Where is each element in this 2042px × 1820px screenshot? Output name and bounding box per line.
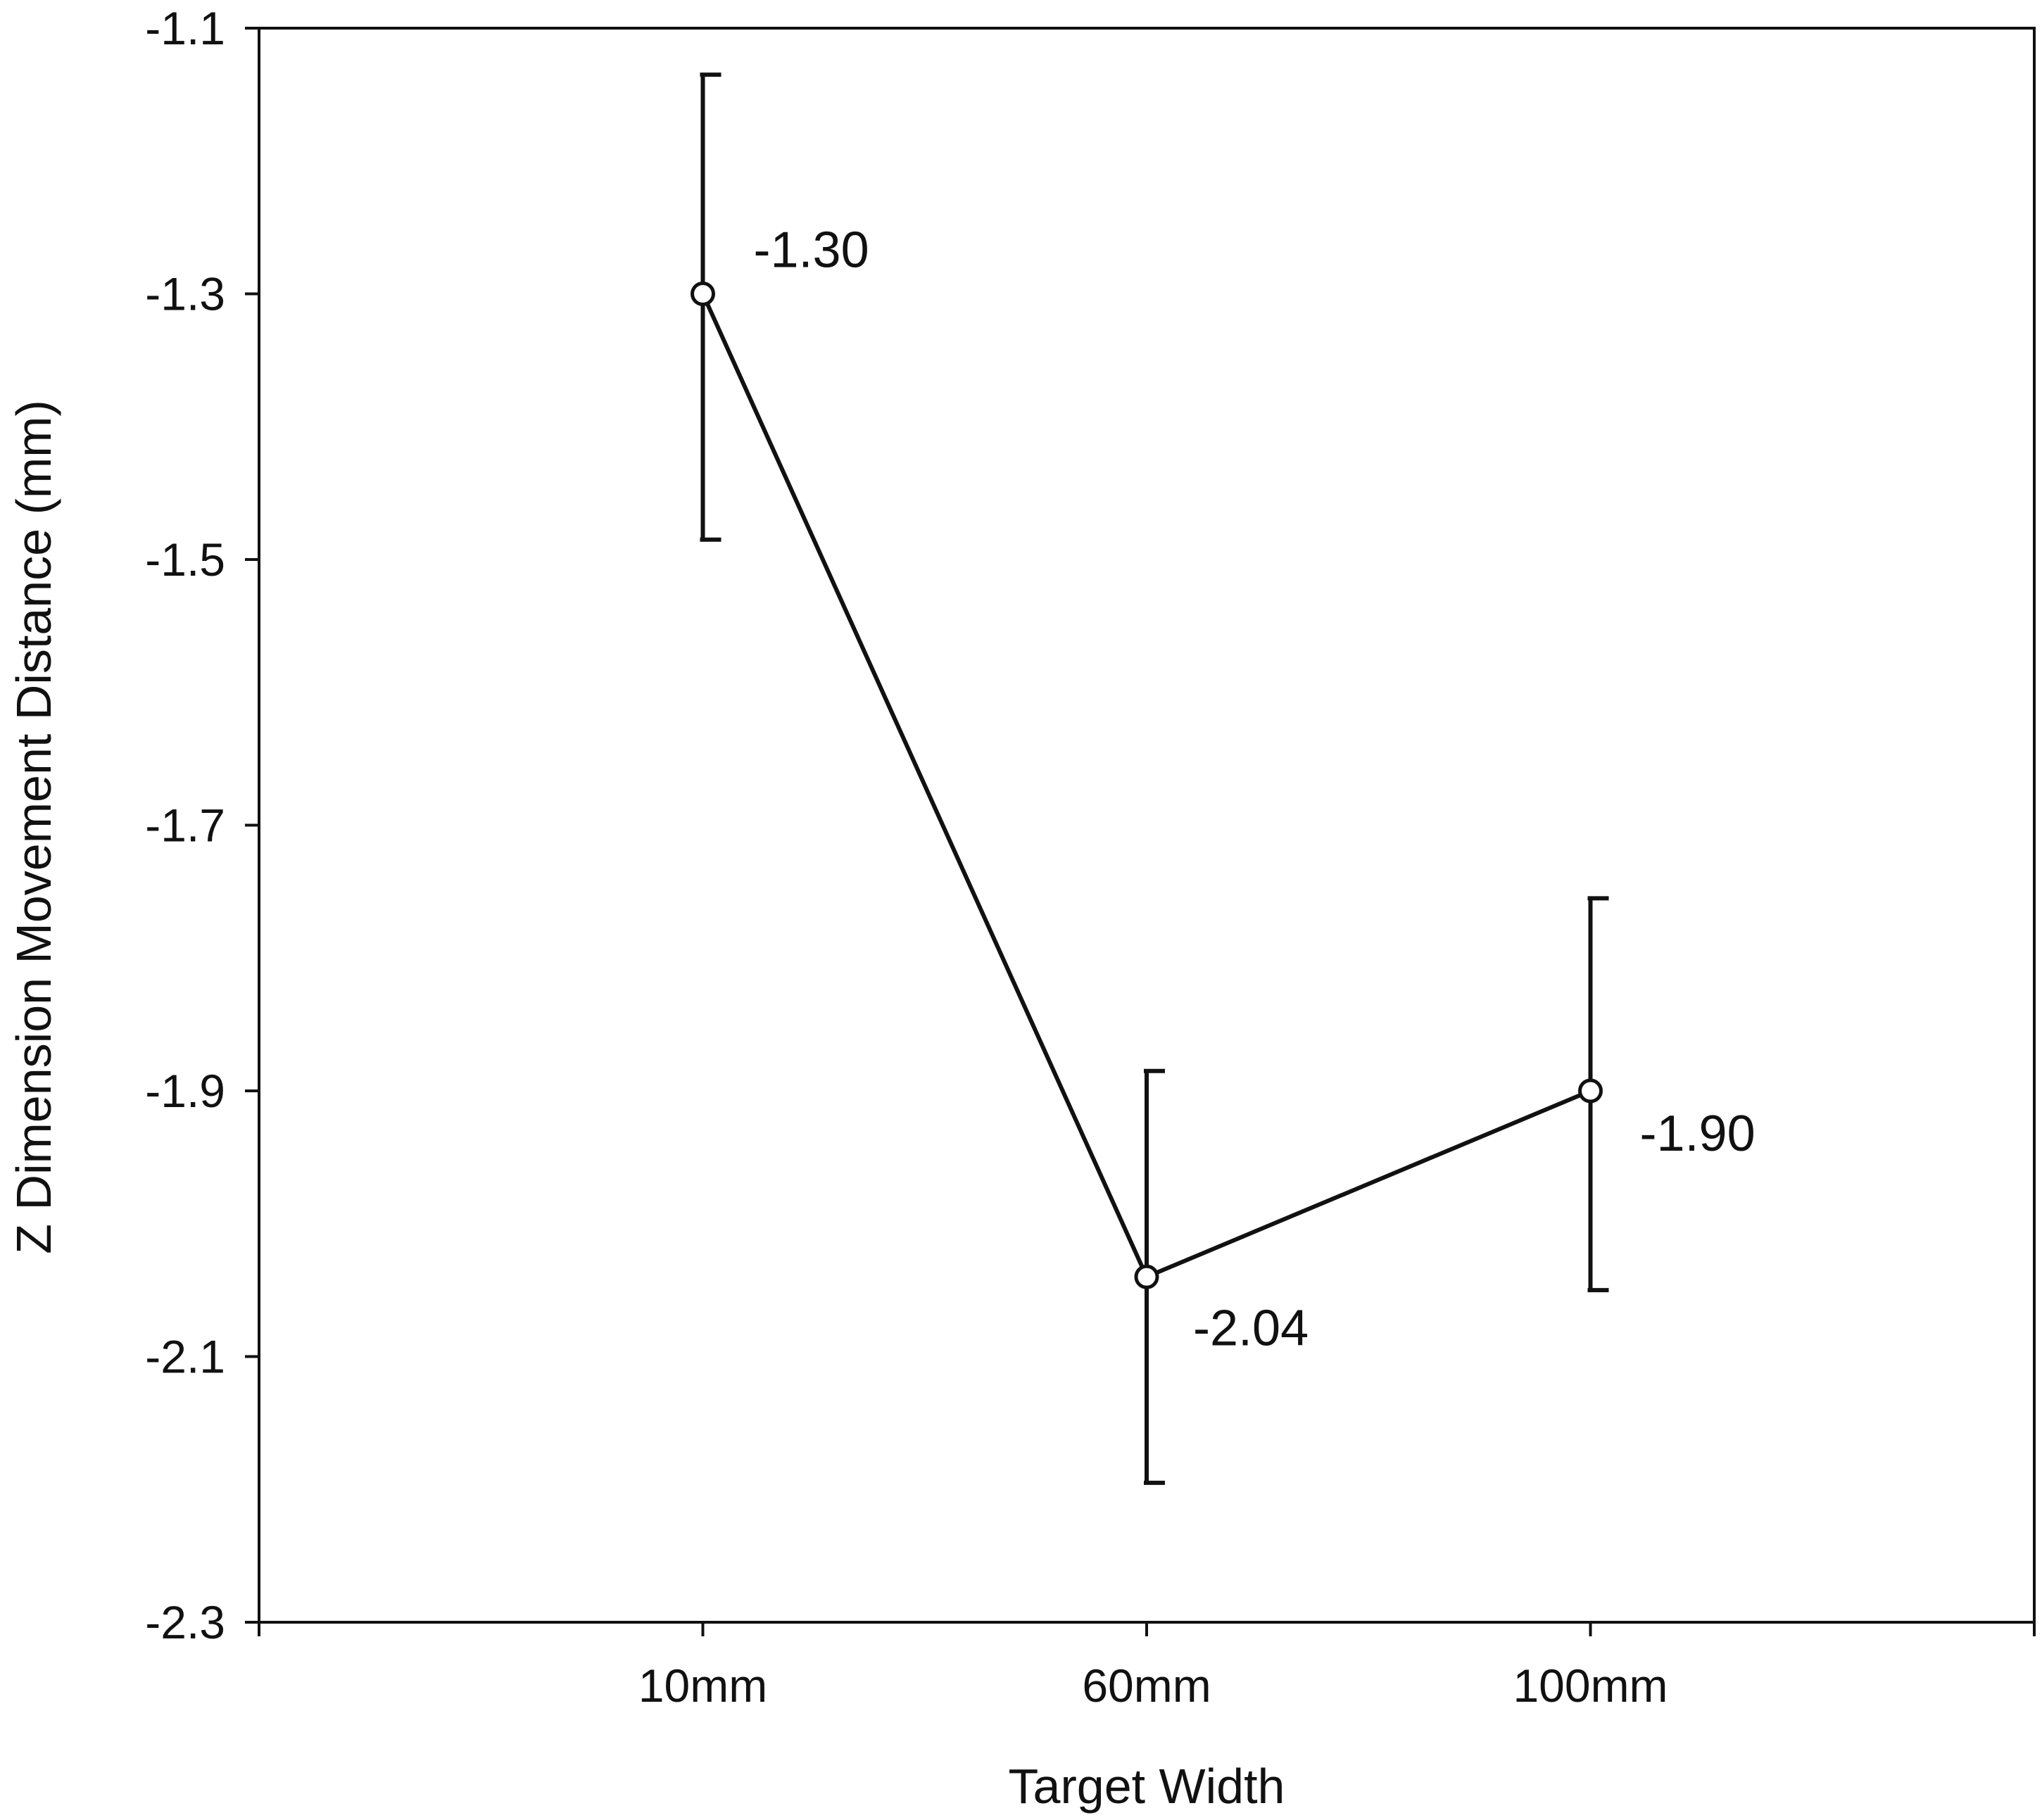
- data-label: -1.30: [754, 222, 869, 279]
- x-tick-label: 60mm: [1082, 1660, 1211, 1712]
- y-tick-label: -1.3: [145, 268, 225, 320]
- y-tick-label: -1.7: [145, 800, 225, 852]
- data-label: -1.90: [1640, 1106, 1756, 1162]
- data-points: [691, 282, 1603, 1289]
- y-axis: -1.1 -1.3 -1.5 -1.7 -1.9 -2.1 -2.3: [145, 2, 259, 1648]
- x-tick-label: 100mm: [1513, 1660, 1668, 1712]
- x-tick-label: 10mm: [638, 1660, 767, 1712]
- y-tick-label: -2.1: [145, 1331, 225, 1383]
- data-point: [691, 282, 715, 306]
- y-tick-label: -1.5: [145, 533, 225, 586]
- x-axis: 10mm 60mm 100mm: [258, 1622, 2036, 1712]
- y-tick-label: -2.3: [145, 1596, 225, 1648]
- data-point: [1134, 1264, 1159, 1289]
- data-labels: -1.30 -2.04 -1.90: [754, 222, 1756, 1357]
- data-point: [1578, 1078, 1603, 1104]
- x-axis-title: Target Width: [1009, 1759, 1285, 1814]
- y-tick-label: -1.9: [145, 1065, 225, 1117]
- data-label: -2.04: [1193, 1300, 1309, 1356]
- y-axis-title: Z Dimension Movement Distance (mm): [6, 400, 61, 1254]
- y-tick-label: -1.1: [145, 2, 225, 54]
